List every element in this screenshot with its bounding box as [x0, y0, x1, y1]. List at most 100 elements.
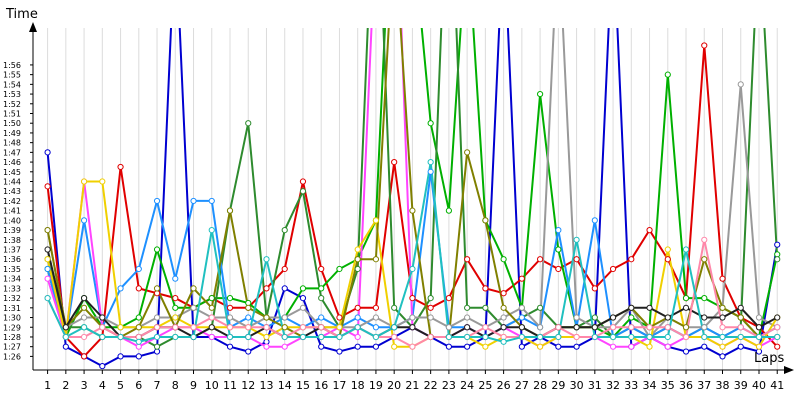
point: [755, 343, 763, 350]
point: [609, 343, 617, 350]
point: [719, 275, 726, 282]
point: [245, 314, 252, 321]
point: [354, 314, 361, 321]
point: [518, 324, 525, 331]
point: [372, 304, 380, 311]
x-tick-label: 39: [734, 379, 748, 392]
point: [518, 343, 525, 350]
point: [135, 353, 142, 360]
point: [80, 217, 88, 224]
point: [391, 324, 398, 331]
point: [555, 324, 562, 331]
point: [172, 314, 179, 321]
x-axis-title: Laps: [754, 351, 784, 366]
x-tick-label: 25: [478, 379, 492, 392]
point: [318, 333, 325, 341]
x-tick-label: 3: [81, 379, 88, 392]
point: [44, 183, 51, 190]
point: [80, 314, 88, 321]
point: [372, 314, 380, 321]
point: [591, 333, 598, 341]
point: [99, 314, 106, 321]
point: [299, 188, 307, 195]
point: [755, 324, 763, 331]
point: [226, 314, 234, 321]
x-tick-label: 38: [716, 379, 730, 392]
y-tick-label: 1:32: [3, 294, 21, 303]
point: [628, 333, 635, 341]
point: [99, 178, 106, 185]
y-tick-label: 1:47: [3, 148, 21, 157]
point: [409, 343, 416, 350]
x-tick-label: 27: [515, 379, 529, 392]
point: [646, 343, 653, 350]
point: [445, 207, 452, 214]
x-tick-label: 28: [533, 379, 547, 392]
y-tick-label: 1:50: [3, 119, 21, 128]
point: [536, 343, 544, 350]
point: [628, 324, 635, 331]
point: [555, 246, 562, 253]
point: [354, 343, 361, 350]
point: [445, 324, 452, 331]
point: [427, 120, 434, 127]
point: [664, 314, 671, 321]
x-tick-label: 36: [679, 379, 693, 392]
point: [281, 226, 288, 234]
point: [755, 314, 763, 321]
point: [482, 324, 489, 331]
point: [281, 343, 288, 350]
x-tick-label: 9: [190, 379, 197, 392]
point: [391, 158, 398, 166]
point: [135, 338, 142, 345]
point: [701, 236, 708, 243]
point: [737, 81, 744, 88]
point: [555, 226, 562, 234]
point: [336, 333, 343, 341]
point: [646, 333, 653, 341]
point: [774, 333, 781, 341]
x-tick-label: 41: [770, 379, 784, 392]
point: [190, 285, 197, 292]
point: [245, 324, 252, 331]
point: [445, 295, 452, 302]
point: [719, 304, 726, 311]
point: [774, 314, 781, 321]
point: [719, 343, 726, 350]
point: [536, 304, 544, 311]
point: [573, 314, 580, 321]
point: [609, 265, 617, 273]
point: [682, 324, 690, 331]
point: [409, 314, 416, 321]
point: [80, 295, 88, 302]
point: [409, 265, 416, 273]
point: [263, 324, 270, 331]
point: [336, 324, 343, 331]
point: [281, 285, 288, 292]
point: [464, 324, 471, 331]
x-tick-label: 35: [661, 379, 675, 392]
point: [464, 256, 471, 263]
point: [427, 333, 434, 341]
point: [591, 217, 598, 224]
point: [646, 324, 653, 331]
point: [226, 343, 234, 350]
point: [135, 324, 142, 331]
point: [609, 324, 617, 331]
point: [500, 256, 507, 263]
point: [409, 324, 416, 331]
point: [500, 324, 507, 331]
point: [682, 295, 690, 302]
x-tick-label: 24: [460, 379, 474, 392]
y-tick-label: 1:54: [3, 80, 21, 89]
point: [318, 295, 325, 302]
point: [80, 178, 88, 185]
point: [117, 353, 124, 360]
point: [500, 304, 507, 311]
point: [409, 207, 416, 214]
y-tick-label: 1:34: [3, 275, 21, 284]
point: [172, 275, 179, 282]
point: [299, 324, 307, 331]
point: [391, 343, 398, 350]
y-tick-label: 1:36: [3, 255, 21, 264]
